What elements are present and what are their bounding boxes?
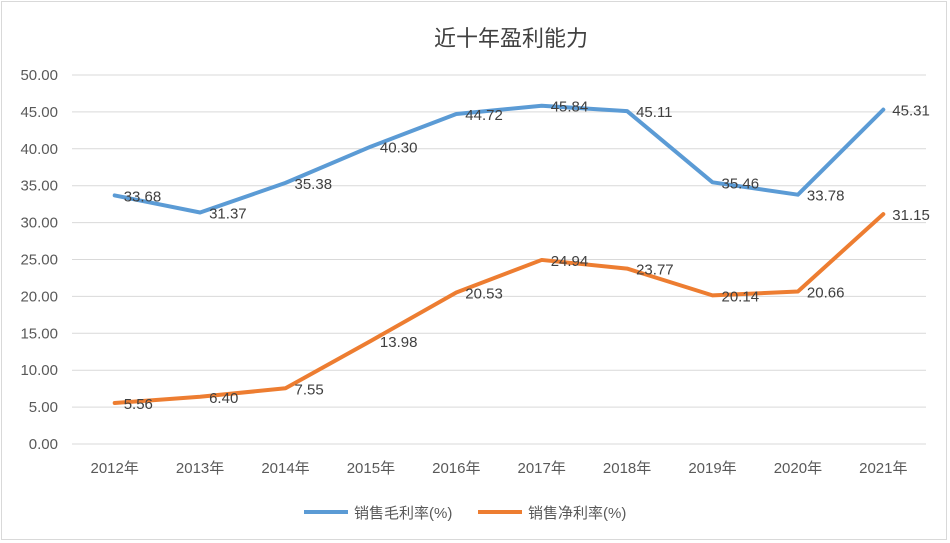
data-label: 45.84 <box>551 99 589 116</box>
data-label: 45.31 <box>892 103 930 120</box>
data-labels: 33.68 31.37 35.38 40.30 44.72 45.84 45.11 35.46… <box>124 99 930 413</box>
y-tick-label: 25.00 <box>20 252 58 269</box>
data-label: 13.98 <box>380 334 418 351</box>
data-label: 45.11 <box>636 104 672 121</box>
legend-label-2: 销售净利率(%) <box>528 505 626 522</box>
y-tick-label: 30.00 <box>20 215 58 232</box>
y-tick-label: 5.00 <box>29 399 58 416</box>
chart-title: 近十年盈利能力 <box>434 27 588 52</box>
data-label: 7.55 <box>295 381 324 398</box>
series-line-1 <box>112 103 886 215</box>
y-tick-label: 15.00 <box>20 325 58 342</box>
x-tick-label: 2016年 <box>432 460 480 477</box>
data-label: 40.30 <box>380 140 418 157</box>
x-tick-label: 2021年 <box>859 460 907 477</box>
y-tick-label: 35.00 <box>20 178 58 195</box>
data-label: 5.56 <box>124 396 153 413</box>
x-tick-label: 2020年 <box>774 460 822 477</box>
x-tick-label: 2018年 <box>603 460 651 477</box>
data-label: 20.66 <box>807 285 845 302</box>
data-label: 20.53 <box>465 285 503 302</box>
data-label: 31.37 <box>209 205 247 222</box>
data-label: 6.40 <box>209 390 238 407</box>
data-label: 35.46 <box>722 175 760 192</box>
data-label: 44.72 <box>465 107 503 124</box>
series-line-2 <box>112 212 886 405</box>
data-label: 31.15 <box>892 207 930 224</box>
y-tick-label: 0.00 <box>29 436 58 453</box>
y-tick-label: 10.00 <box>20 362 58 379</box>
x-tick-label: 2012年 <box>91 460 139 477</box>
x-tick-label: 2013年 <box>176 460 224 477</box>
y-tick-label: 45.00 <box>20 104 58 121</box>
y-tick-label: 20.00 <box>20 288 58 305</box>
series-lines <box>112 103 886 405</box>
x-tick-label: 2015年 <box>347 460 395 477</box>
data-label: 20.14 <box>722 288 760 305</box>
y-axis-ticks: 0.00 5.00 10.00 15.00 20.00 25.00 30.00 35.00 40… <box>20 67 58 453</box>
x-tick-label: 2014年 <box>261 460 309 477</box>
data-label: 23.77 <box>636 262 674 279</box>
gridlines <box>72 74 926 445</box>
data-label: 33.68 <box>124 188 162 205</box>
y-tick-label: 50.00 <box>20 67 58 84</box>
x-tick-label: 2019年 <box>688 460 736 477</box>
legend-label-1: 销售毛利率(%) <box>354 505 452 522</box>
y-tick-label: 40.00 <box>20 141 58 158</box>
data-label: 24.94 <box>551 253 589 270</box>
legend: 销售毛利率(%) 销售净利率(%) <box>304 505 626 522</box>
x-tick-label: 2017年 <box>518 460 566 477</box>
x-axis-ticks: 2012年 2013年 2014年 2015年 2016年 2017年 2018年 2019年… <box>91 460 908 477</box>
data-label: 35.38 <box>295 176 333 193</box>
data-label: 33.78 <box>807 188 845 205</box>
